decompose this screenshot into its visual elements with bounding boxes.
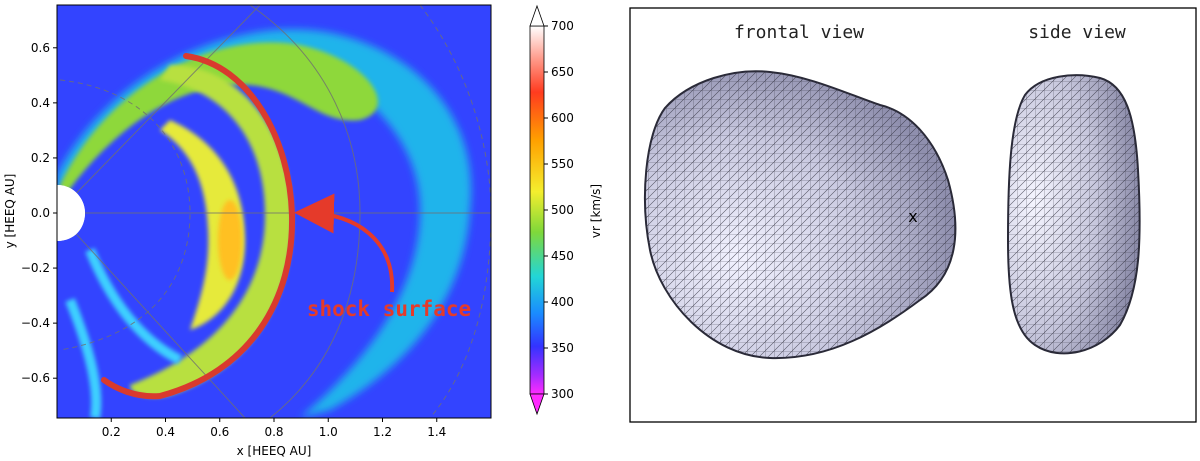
colorbar-label: vr [km/s] — [589, 184, 603, 238]
colorbar-tick-label: 350 — [551, 341, 574, 355]
side-view-label: side view — [1028, 22, 1126, 43]
x-tick-label: 1.4 — [427, 425, 446, 439]
sun-disk-fill — [57, 185, 85, 241]
shock-surface-line — [101, 53, 296, 400]
side-mesh-wireframe — [1008, 75, 1140, 354]
x-tick-label: 0.6 — [210, 425, 229, 439]
colorbar-tick-label: 500 — [551, 203, 574, 217]
colorbar-tick-label: 550 — [551, 157, 574, 171]
filaments — [65, 248, 183, 418]
shock-label: shock surface — [307, 297, 471, 321]
core-high-speed — [218, 200, 242, 280]
colorbar: 700 650 600 550 500 450 400 350 300 vr [km/s] — [529, 4, 603, 416]
colorbar-bottom-extend — [529, 393, 545, 416]
frontal-marker: x — [908, 207, 917, 226]
velocity-heatmap — [57, 5, 491, 418]
inner-crescent — [160, 120, 245, 330]
y-axis-label: y [HEEQ AU] — [3, 174, 17, 249]
colorbar-tick-label: 650 — [551, 65, 574, 79]
shock-arrow — [294, 193, 395, 293]
colorbar-tick-label: 600 — [551, 111, 574, 125]
y-tick-label: 0.6 — [31, 41, 50, 55]
polar-grid — [57, 5, 491, 418]
colorbar-tick-label: 300 — [551, 387, 574, 401]
colorbar-tick-label: 700 — [551, 19, 574, 33]
x-tick-label: 0.2 — [102, 425, 121, 439]
y-tick-label: 0.2 — [31, 151, 50, 165]
frontal-mesh: x — [644, 70, 957, 360]
side-mesh — [1006, 74, 1141, 355]
x-tick-label: 0.8 — [264, 425, 283, 439]
x-tick-label: 0.4 — [156, 425, 175, 439]
y-tick-label: −0.4 — [21, 316, 50, 330]
colorbar-gradient — [529, 25, 545, 395]
y-tick-label: −0.6 — [21, 371, 50, 385]
colorbar-ticks: 700 650 600 550 500 450 400 350 300 — [544, 19, 574, 401]
main-crescent — [130, 65, 293, 397]
x-axis-label: x [HEEQ AU] — [237, 444, 312, 458]
frontal-mesh-wireframe — [645, 71, 956, 359]
x-axis: 0.2 0.4 0.6 0.8 1.0 1.2 1.4 — [102, 418, 446, 439]
colorbar-tick-label: 400 — [551, 295, 574, 309]
y-axis: 0.6 0.4 0.2 0.0 −0.2 −0.4 −0.6 — [21, 41, 57, 385]
frontal-view-label: frontal view — [734, 22, 864, 43]
colorbar-tick-label: 450 — [551, 249, 574, 263]
y-tick-label: 0.4 — [31, 96, 50, 110]
y-tick-label: −0.2 — [21, 261, 50, 275]
colorbar-top-extend — [529, 4, 545, 27]
x-tick-label: 1.0 — [319, 425, 338, 439]
x-tick-label: 1.2 — [373, 425, 392, 439]
outer-green-band — [60, 42, 378, 200]
y-tick-label: 0.0 — [31, 206, 50, 220]
